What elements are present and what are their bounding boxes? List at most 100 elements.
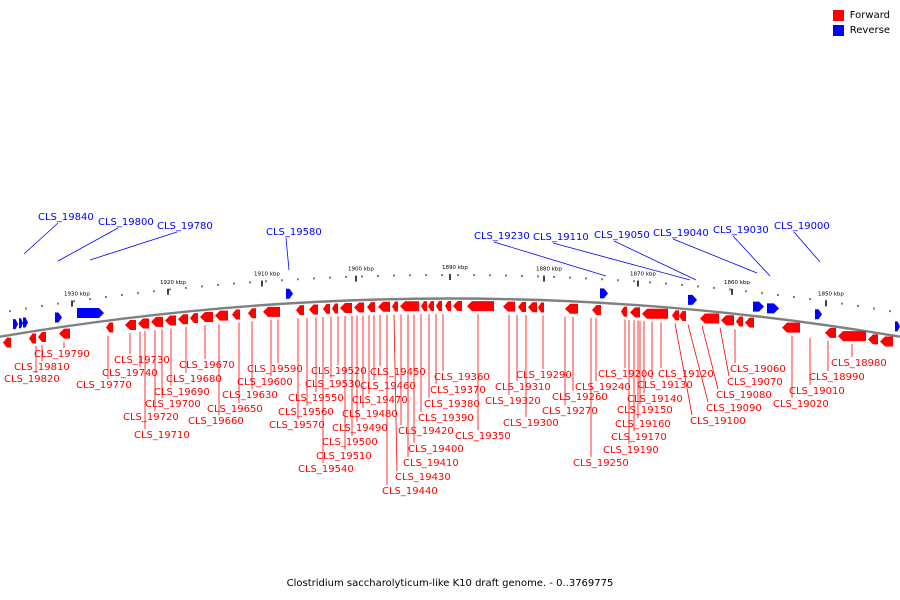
reverse-gene-label: CLS_19040 xyxy=(653,228,709,239)
reverse-gene-arrow xyxy=(753,301,764,312)
scale-label: 1890 kbp xyxy=(442,265,468,271)
reverse-gene-label: CLS_19030 xyxy=(713,225,769,236)
scale-label: 1870 kbp xyxy=(630,272,656,278)
forward-gene-label: CLS_19320 xyxy=(485,396,541,407)
forward-gene-label: CLS_19530 xyxy=(305,379,361,390)
genome-backbone xyxy=(0,297,900,338)
forward-gene-arrow xyxy=(621,306,627,317)
forward-gene-arrow xyxy=(200,311,213,322)
forward-gene-label: CLS_19240 xyxy=(575,382,631,393)
forward-gene-label: CLS_19720 xyxy=(123,412,179,423)
forward-gene-arrow xyxy=(565,303,578,314)
forward-gene-label: CLS_19390 xyxy=(418,413,474,424)
reverse-gene-label: CLS_19840 xyxy=(38,212,94,223)
forward-gene-label: CLS_19440 xyxy=(382,486,438,497)
forward-gene-arrow xyxy=(518,301,526,312)
forward-gene-label: CLS_19630 xyxy=(222,390,278,401)
forward-gene-arrow xyxy=(178,314,188,325)
forward-gene-arrow xyxy=(367,302,375,313)
forward-gene-label: CLS_19090 xyxy=(706,403,762,414)
forward-gene-arrow xyxy=(323,303,330,314)
reverse-leader-line xyxy=(493,241,607,277)
reverse-leader-line xyxy=(672,238,758,274)
forward-gene-arrow xyxy=(453,301,462,312)
forward-gene-label: CLS_19260 xyxy=(552,392,608,403)
reverse-leader-line xyxy=(552,242,691,281)
forward-gene-arrow xyxy=(467,301,494,312)
forward-leader-line xyxy=(674,323,693,416)
forward-gene-label: CLS_19470 xyxy=(352,395,408,406)
forward-gene-label: CLS_19350 xyxy=(455,431,511,442)
forward-gene-arrow xyxy=(296,305,304,316)
forward-gene-arrow xyxy=(215,310,228,321)
forward-gene-arrow xyxy=(354,302,364,313)
forward-leader-line xyxy=(701,325,719,390)
reverse-leader-line xyxy=(89,231,178,261)
forward-gene-label: CLS_19310 xyxy=(495,382,551,393)
forward-gene-label: CLS_19270 xyxy=(542,406,598,417)
forward-gene-label: CLS_18990 xyxy=(809,372,865,383)
forward-leader-line xyxy=(393,314,398,472)
forward-gene-label: CLS_19020 xyxy=(773,399,829,410)
reverse-leader-line xyxy=(23,222,59,255)
scale-label: 1900 kbp xyxy=(348,267,374,273)
forward-gene-arrow xyxy=(29,333,36,344)
forward-swatch xyxy=(832,10,844,21)
forward-gene-label: CLS_19120 xyxy=(658,369,714,380)
forward-gene-label: CLS_19200 xyxy=(598,369,654,380)
reverse-gene-label: CLS_19110 xyxy=(533,232,589,243)
forward-gene-label: CLS_19770 xyxy=(76,380,132,391)
forward-gene-arrow xyxy=(125,319,136,330)
reverse-gene-arrow xyxy=(77,308,104,319)
forward-gene-label: CLS_19670 xyxy=(179,360,235,371)
forward-gene-arrow xyxy=(309,304,318,315)
forward-gene-label: CLS_19380 xyxy=(424,399,480,410)
forward-gene-label: CLS_19550 xyxy=(288,393,344,404)
reverse-leader-line xyxy=(57,227,119,262)
forward-gene-label: CLS_19360 xyxy=(434,372,490,383)
forward-leader-line xyxy=(687,324,709,403)
forward-gene-arrow xyxy=(378,301,390,312)
reverse-gene-label: CLS_19230 xyxy=(474,231,530,242)
forward-gene-label: CLS_19420 xyxy=(398,426,454,437)
reverse-gene-arrow xyxy=(23,317,28,328)
forward-gene-label: CLS_19790 xyxy=(34,349,90,360)
forward-gene-label: CLS_19170 xyxy=(611,432,667,443)
forward-gene-label: CLS_19730 xyxy=(114,355,170,366)
reverse-gene-label: CLS_19050 xyxy=(594,230,650,241)
forward-gene-label: CLS_19250 xyxy=(573,458,629,469)
legend: Forward Reverse xyxy=(832,8,890,38)
reverse-gene-arrow xyxy=(13,319,18,330)
forward-gene-label: CLS_19130 xyxy=(637,380,693,391)
forward-gene-arrow xyxy=(138,318,149,329)
reverse-gene-label: CLS_19000 xyxy=(774,221,830,232)
forward-gene-label: CLS_19690 xyxy=(154,387,210,398)
reverse-gene-arrow xyxy=(815,309,822,320)
legend-label-reverse: Reverse xyxy=(849,25,890,36)
forward-gene-label: CLS_19450 xyxy=(370,367,426,378)
forward-gene-arrow xyxy=(400,301,419,312)
scale-label: 1920 kbp xyxy=(160,280,186,286)
legend-item-reverse: Reverse xyxy=(832,23,890,38)
legend-item-forward: Forward xyxy=(832,8,890,23)
forward-gene-label: CLS_19680 xyxy=(166,374,222,385)
scale-label: 1850 kbp xyxy=(818,291,844,297)
forward-gene-label: CLS_19480 xyxy=(342,409,398,420)
reverse-leader-line xyxy=(732,235,771,277)
forward-gene-label: CLS_19290 xyxy=(516,370,572,381)
forward-gene-label: CLS_19510 xyxy=(316,451,372,462)
forward-gene-arrow xyxy=(538,302,544,313)
forward-gene-label: CLS_19430 xyxy=(395,472,451,483)
scale-label: 1930 kbp xyxy=(64,292,90,298)
forward-gene-arrow xyxy=(592,304,601,315)
reverse-gene-arrow xyxy=(19,318,23,329)
forward-gene-label: CLS_19080 xyxy=(716,390,772,401)
legend-label-forward: Forward xyxy=(849,10,890,21)
forward-gene-label: CLS_19150 xyxy=(617,405,673,416)
forward-gene-arrow xyxy=(700,313,719,324)
forward-gene-arrow xyxy=(190,313,198,324)
forward-gene-arrow xyxy=(825,327,836,338)
forward-gene-arrow xyxy=(428,301,434,312)
forward-gene-arrow xyxy=(630,307,640,318)
forward-gene-label: CLS_19810 xyxy=(14,362,70,373)
